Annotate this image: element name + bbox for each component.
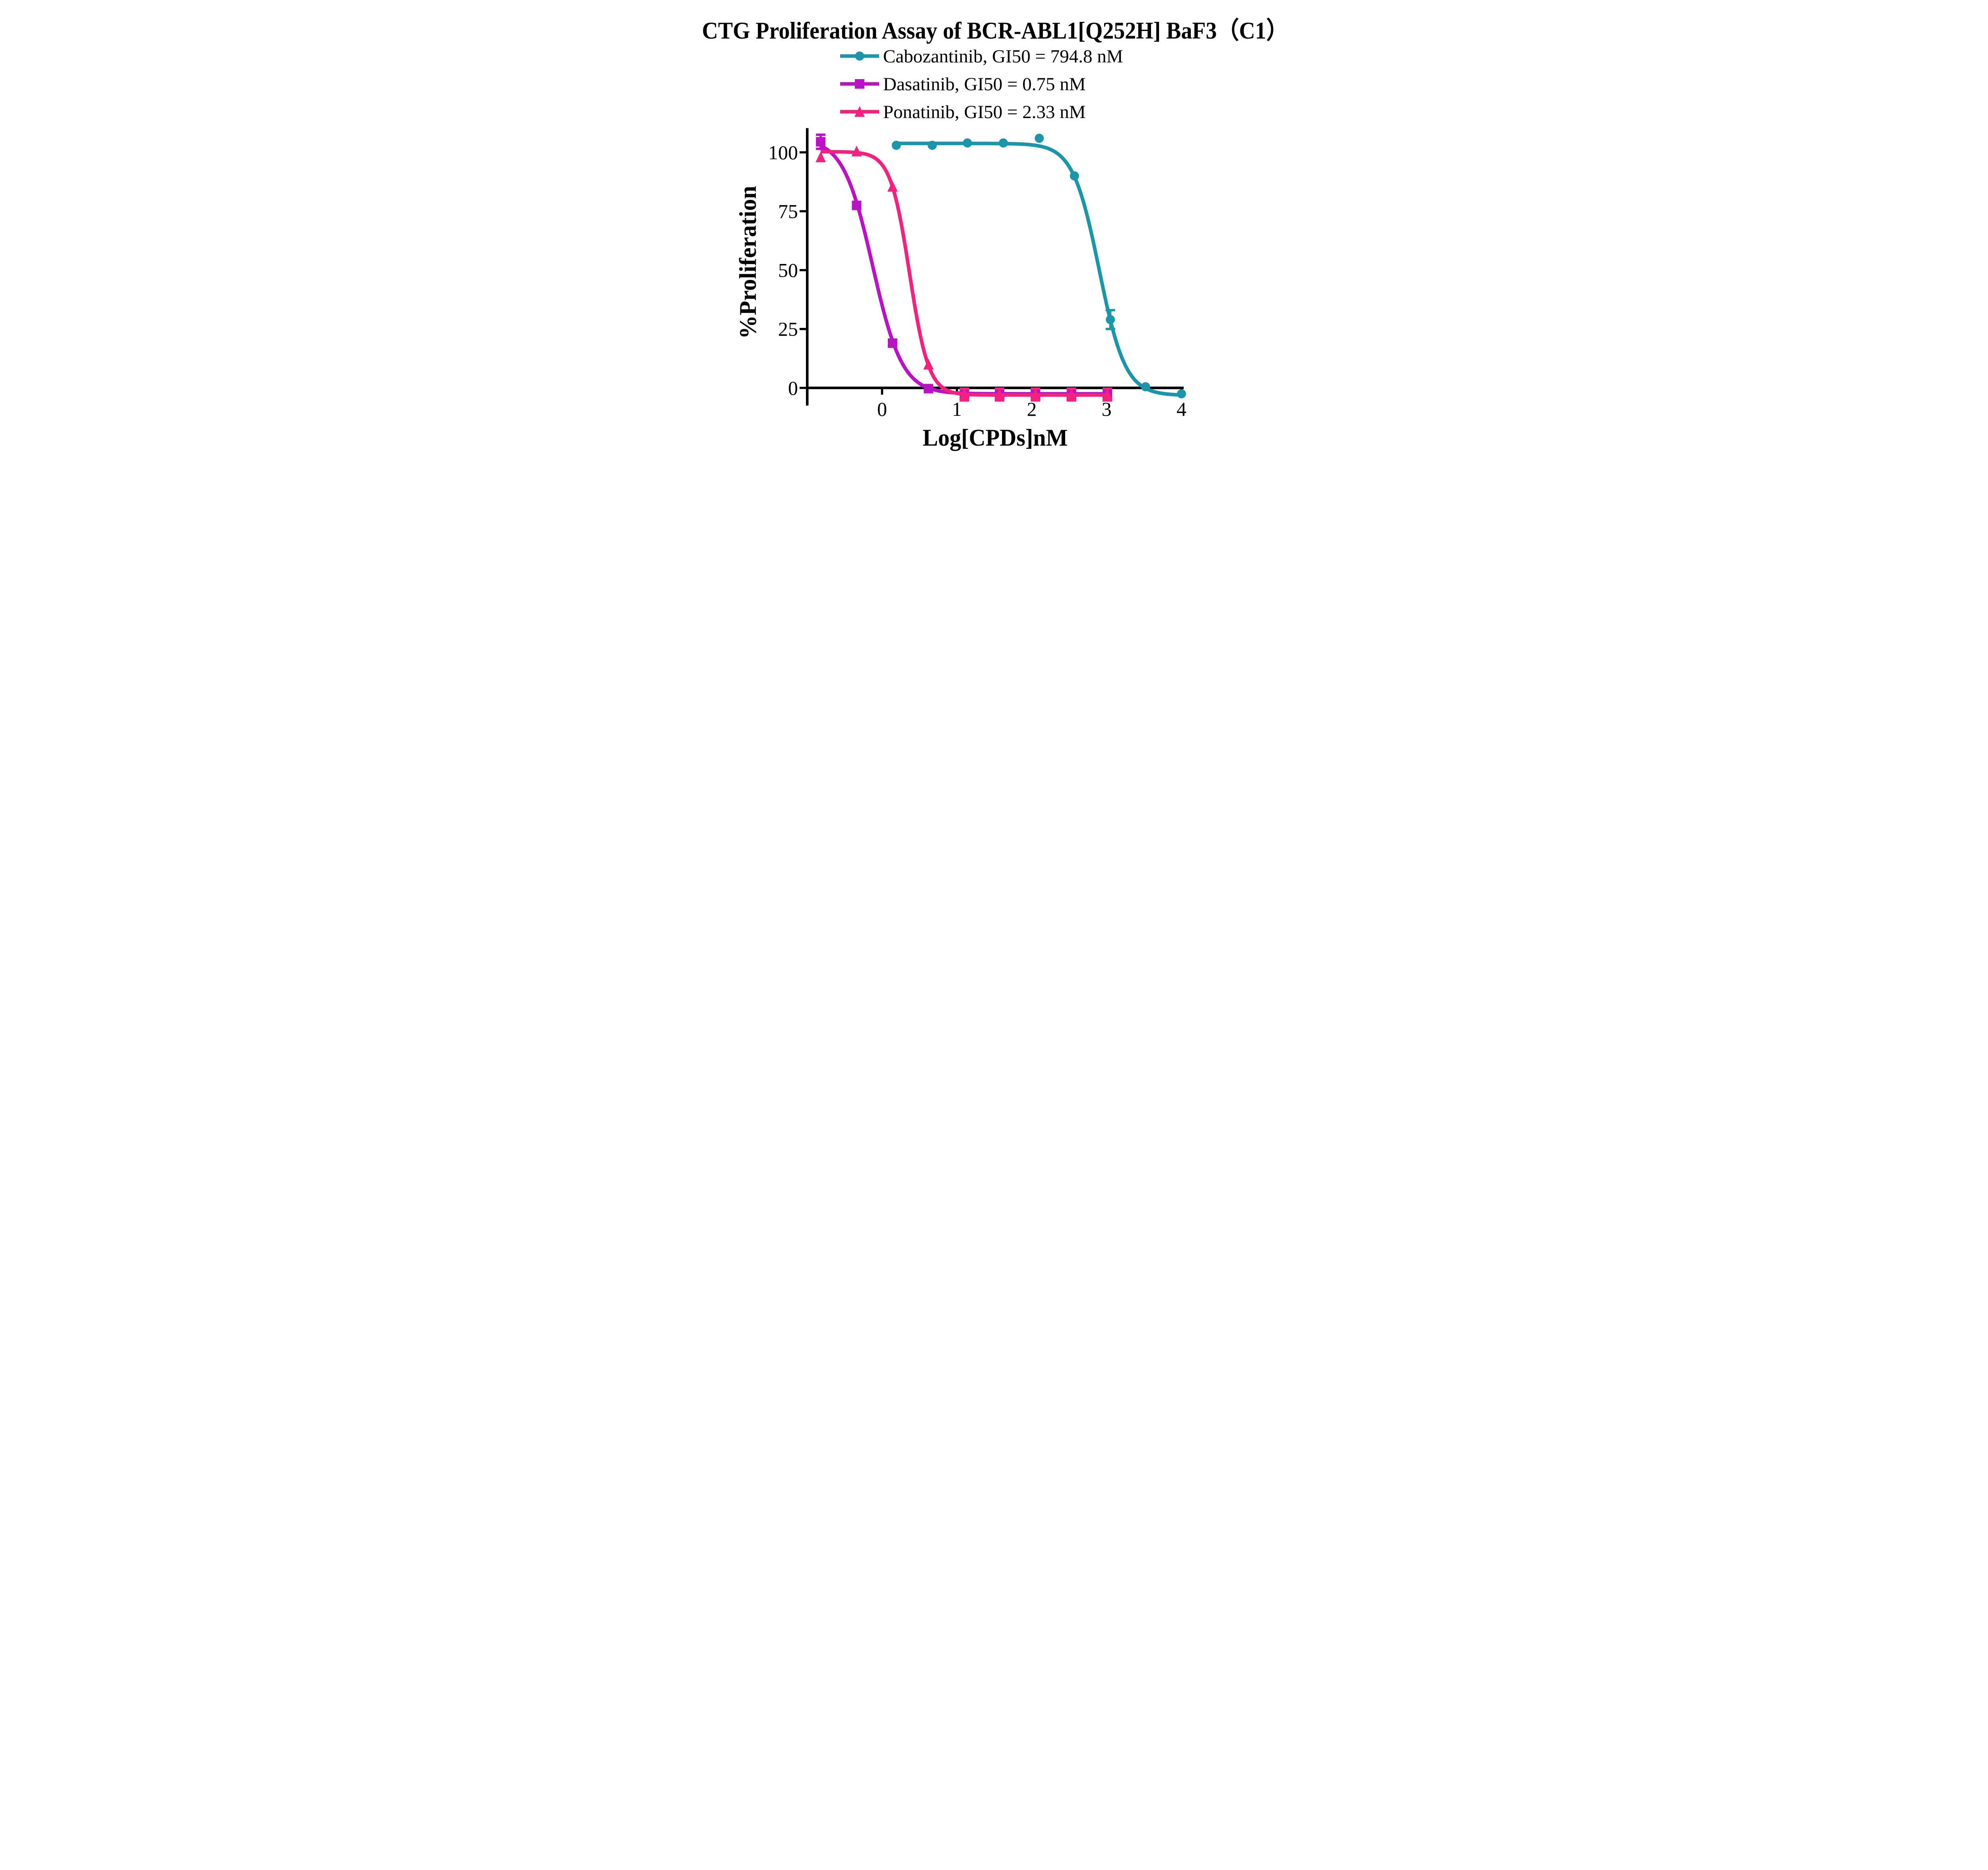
marker-triangle-ponatinib: [959, 389, 970, 400]
marker-triangle-ponatinib: [1066, 389, 1077, 400]
marker-triangle-ponatinib: [815, 151, 826, 163]
legend-circle-icon: [855, 51, 864, 61]
legend-square-icon: [855, 79, 864, 89]
y-tick-label: 75: [778, 200, 798, 222]
x-tick-label: 4: [1176, 398, 1186, 420]
figure-canvas: CTG Proliferation Assay of BCR-ABL1[Q252…: [684, 0, 1304, 468]
plot-area: 0 1 2 3 4 0 25 50 75 100: [768, 128, 1186, 420]
x-tick-label: 2: [1027, 398, 1037, 420]
legend-label-dasatinib: Dasatinib, GI50 = 0.75 nM: [883, 74, 1086, 95]
curve-dasatinib: [820, 144, 1108, 396]
marker-triangle-ponatinib: [994, 389, 1005, 400]
y-tick-label: 0: [788, 377, 798, 399]
chart-title: CTG Proliferation Assay of BCR-ABL1[Q252…: [702, 17, 1289, 44]
marker-circle-cabozantinib: [963, 138, 972, 148]
marker-square-dasatinib: [816, 137, 826, 147]
marker-square-dasatinib: [852, 200, 862, 210]
curve-ponatinib: [821, 150, 1108, 397]
marker-triangle-ponatinib: [1102, 389, 1113, 400]
legend-item-cabozantinib: Cabozantinib, GI50 = 794.8 nM: [840, 46, 1123, 67]
marker-circle-cabozantinib: [1141, 382, 1150, 392]
legend-triangle-icon: [854, 106, 865, 117]
x-tick-label: 1: [952, 398, 962, 420]
x-tick-label: 3: [1102, 398, 1112, 420]
legend-item-dasatinib: Dasatinib, GI50 = 0.75 nM: [840, 74, 1086, 95]
marker-square-dasatinib: [887, 338, 897, 348]
legend-label-cabozantinib: Cabozantinib, GI50 = 794.8 nM: [883, 46, 1123, 67]
marker-triangle-ponatinib: [851, 145, 862, 157]
marker-triangle-ponatinib: [923, 359, 934, 370]
legend-label-ponatinib: Ponatinib, GI50 = 2.33 nM: [883, 102, 1086, 122]
marker-circle-cabozantinib: [1035, 134, 1044, 143]
marker-triangle-ponatinib: [887, 181, 898, 192]
marker-circle-cabozantinib: [1106, 315, 1115, 324]
y-tick-label: 100: [768, 141, 798, 163]
x-axis-title: Log[CPDs]nM: [923, 425, 1068, 451]
legend-item-ponatinib: Ponatinib, GI50 = 2.33 nM: [840, 102, 1086, 122]
y-tick-label: 50: [778, 259, 798, 281]
y-tick-label: 25: [778, 318, 798, 340]
marker-circle-cabozantinib: [928, 141, 937, 150]
y-axis-title: %Proliferation: [735, 186, 761, 339]
curve-cabozantinib: [896, 142, 1182, 397]
marker-circle-cabozantinib: [1177, 389, 1186, 399]
marker-circle-cabozantinib: [998, 138, 1008, 148]
marker-triangle-ponatinib: [1030, 389, 1041, 400]
x-tick-label: 0: [877, 398, 887, 420]
marker-circle-cabozantinib: [891, 141, 901, 150]
marker-circle-cabozantinib: [1070, 171, 1079, 181]
legend: Cabozantinib, GI50 = 794.8 nM Dasatinib,…: [840, 46, 1123, 122]
marker-square-dasatinib: [924, 384, 934, 394]
